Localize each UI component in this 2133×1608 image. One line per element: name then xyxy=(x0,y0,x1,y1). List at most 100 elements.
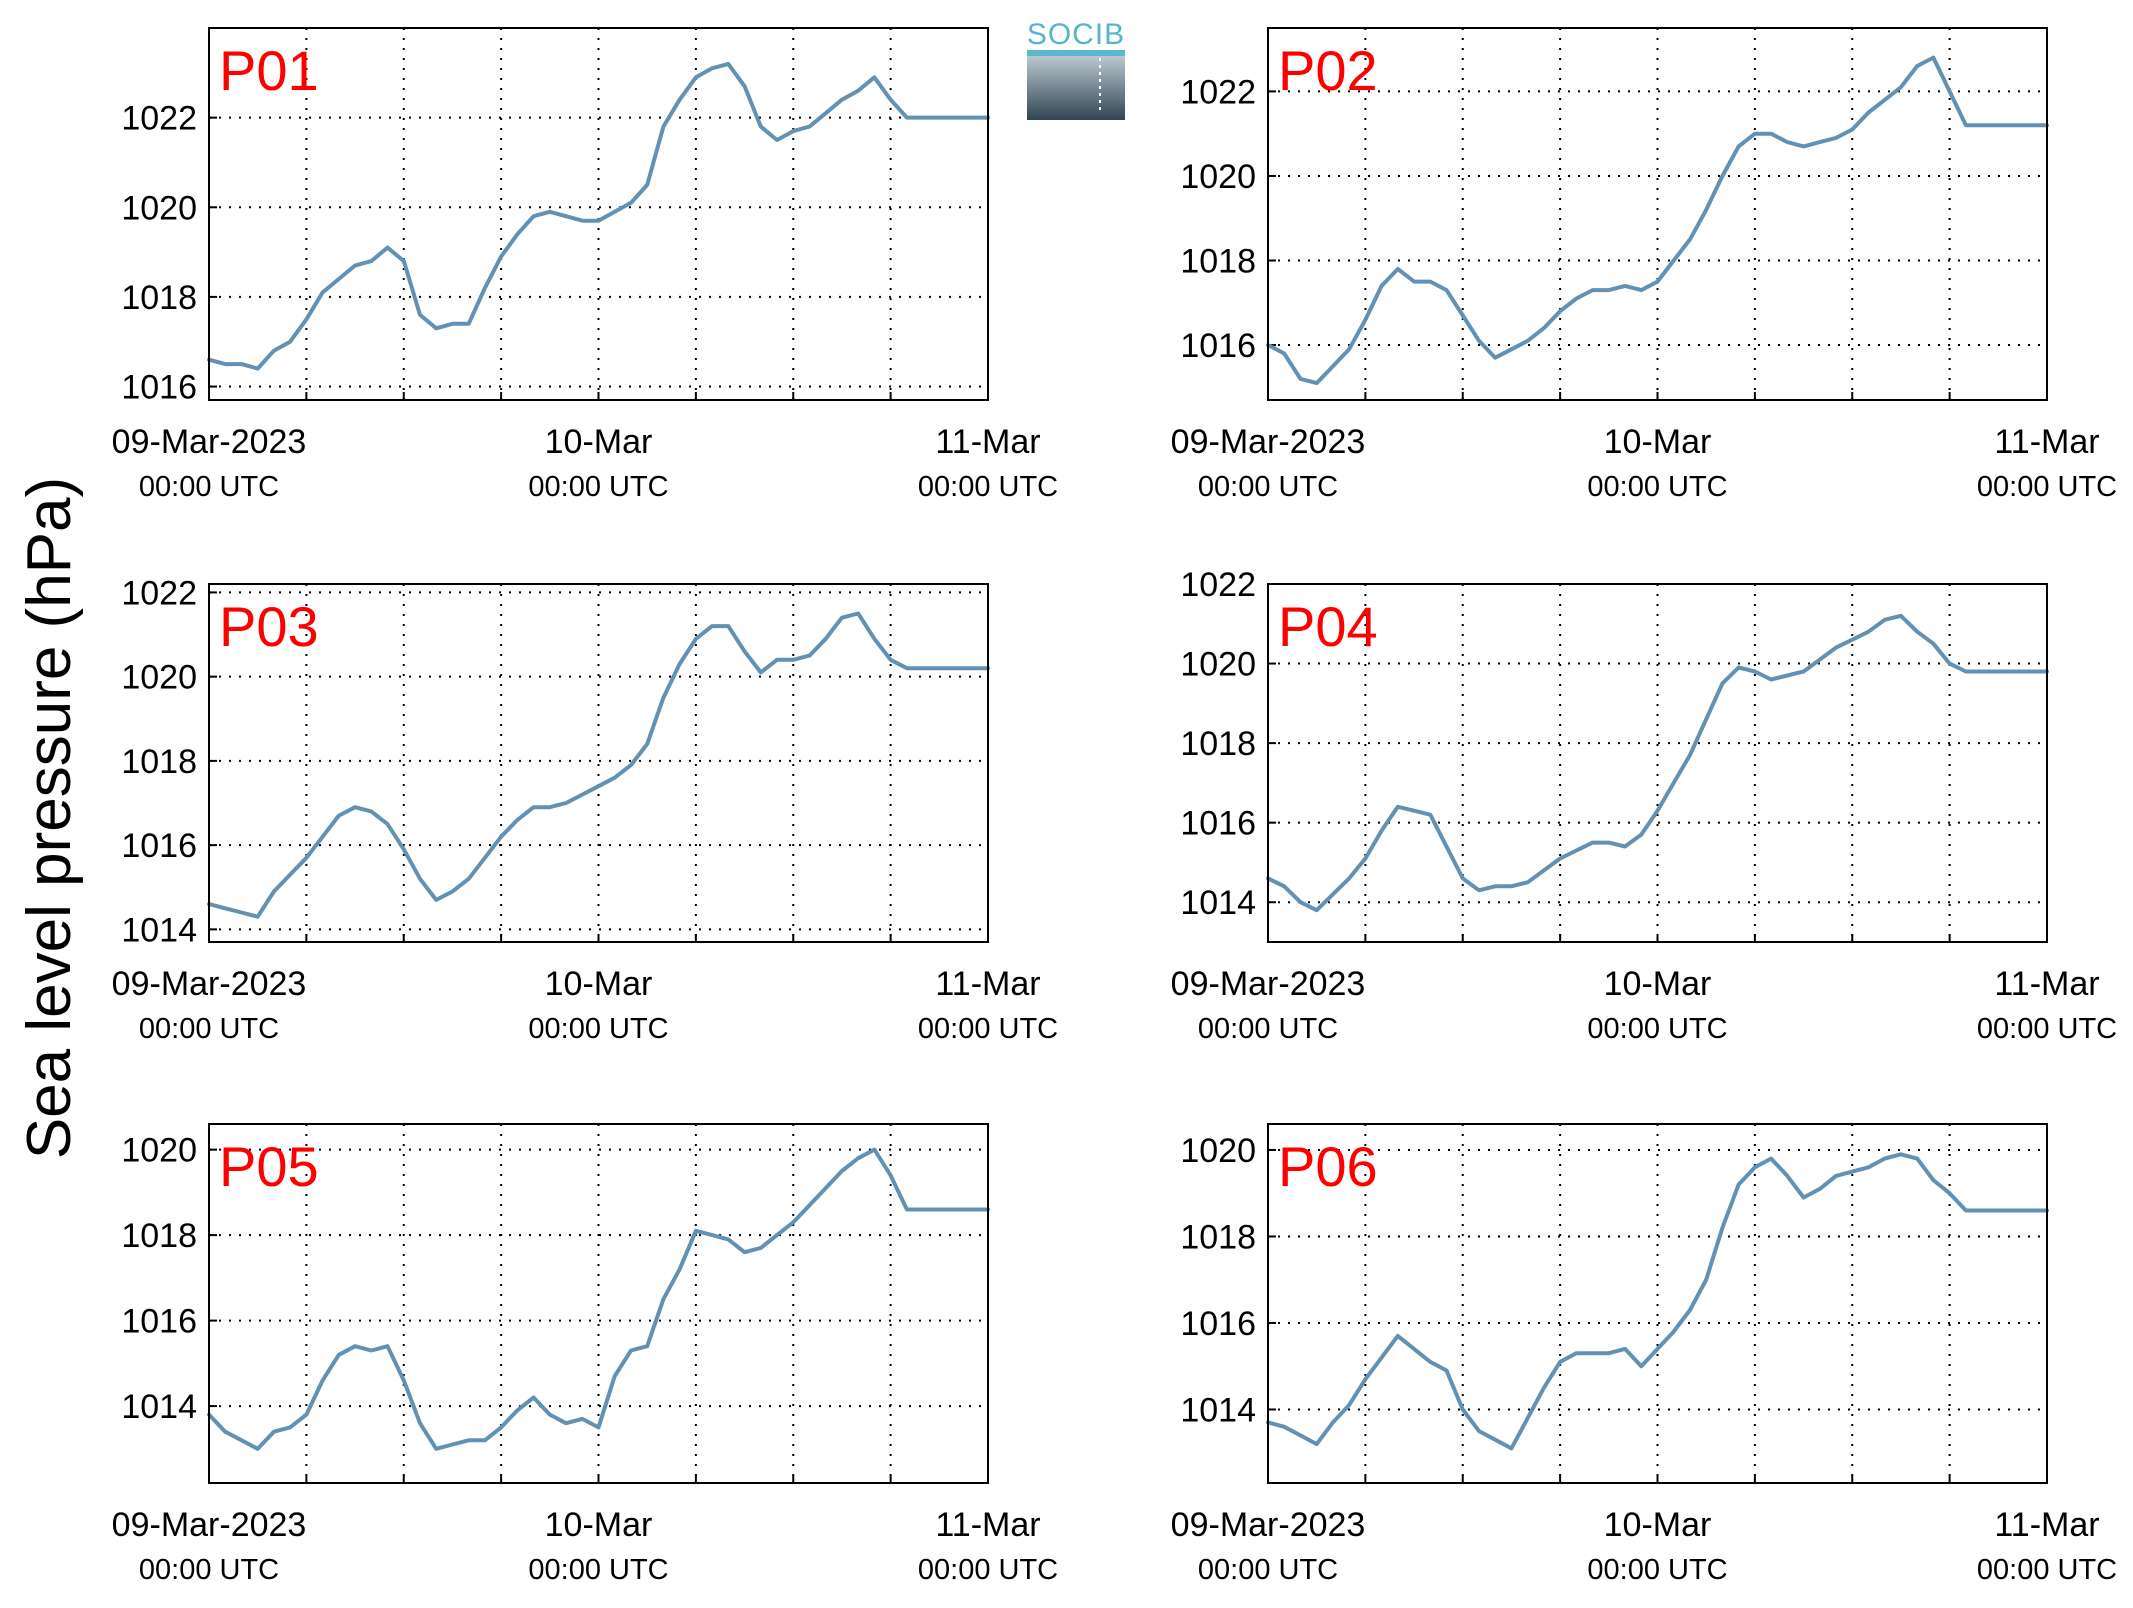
data-point xyxy=(1948,662,1951,665)
data-point xyxy=(1818,658,1821,661)
data-point xyxy=(938,116,941,119)
x-tick-sublabel: 00:00 UTC xyxy=(918,471,1058,503)
data-point xyxy=(288,1426,292,1429)
data-point xyxy=(954,1208,957,1211)
data-point xyxy=(402,259,405,263)
data-point xyxy=(905,116,909,119)
data-point xyxy=(710,1233,714,1237)
data-point xyxy=(1818,1187,1821,1191)
x-tick-label: 11-Mar xyxy=(935,965,1040,1003)
data-point xyxy=(1899,1153,1903,1156)
data-point xyxy=(629,201,633,204)
data-point xyxy=(321,835,324,838)
data-point xyxy=(1851,1170,1854,1173)
data-point xyxy=(1818,140,1821,144)
y-tick-label: 1020 xyxy=(121,189,197,227)
data-point xyxy=(889,1174,892,1177)
pressure-series-line xyxy=(1266,613,2049,913)
data-point xyxy=(1396,1334,1400,1338)
data-point xyxy=(938,1208,941,1211)
data-point xyxy=(402,1379,405,1382)
y-tick-label: 1016 xyxy=(121,369,197,407)
data-point xyxy=(2013,670,2016,673)
x-tick-sublabel: 00:00 UTC xyxy=(1977,1013,2117,1045)
data-point xyxy=(1867,1166,1870,1169)
x-tick-sublabel: 00:00 UTC xyxy=(528,1013,668,1045)
x-tick-label: 09-Mar-2023 xyxy=(1171,423,1366,461)
logo-text: SOCIB xyxy=(1027,18,1125,51)
data-point xyxy=(710,67,714,70)
data-point xyxy=(1575,297,1578,300)
data-point xyxy=(1721,174,1724,178)
data-point xyxy=(856,89,860,92)
data-point xyxy=(1802,1196,1805,1199)
data-point xyxy=(970,116,973,119)
data-point xyxy=(224,362,227,366)
data-point xyxy=(1915,1157,1919,1160)
y-tick-label: 1020 xyxy=(1180,158,1256,196)
data-point xyxy=(613,776,616,779)
data-point xyxy=(272,890,276,893)
data-point xyxy=(1575,849,1578,852)
data-point xyxy=(1948,1192,1951,1195)
data-point xyxy=(1980,670,1984,673)
data-point xyxy=(1347,348,1351,351)
logo-wave-band xyxy=(1027,50,1125,56)
data-point xyxy=(1299,901,1302,904)
data-point xyxy=(499,255,503,258)
panel-title: P04 xyxy=(1278,595,1378,658)
data-point xyxy=(1704,718,1708,721)
data-point xyxy=(305,856,308,859)
y-tick-label: 1014 xyxy=(121,911,197,949)
data-point xyxy=(1477,1429,1481,1433)
data-point xyxy=(1640,1365,1643,1368)
y-tick-label: 1020 xyxy=(121,1132,197,1170)
y-axis-label: Sea level pressure (hPa) xyxy=(15,477,84,1159)
panel-title: P03 xyxy=(219,595,319,658)
x-tick-label: 10-Mar xyxy=(545,965,653,1003)
data-point xyxy=(467,322,470,326)
data-point xyxy=(1591,1352,1594,1355)
data-point xyxy=(532,1396,535,1399)
panel-p01: 1016 1018 1020 1022 09-Mar-2023 00:00 UTC 10-M… xyxy=(112,27,1058,503)
data-point xyxy=(256,367,259,370)
data-point xyxy=(321,1379,324,1382)
data-point xyxy=(1721,1226,1724,1230)
data-point xyxy=(2029,124,2032,127)
data-point xyxy=(1915,64,1919,68)
data-point xyxy=(662,1298,665,1301)
y-tick-label: 1020 xyxy=(1180,1132,1256,1170)
data-point xyxy=(873,637,876,640)
x-tick-sublabel: 00:00 UTC xyxy=(1198,1554,1338,1586)
data-point xyxy=(678,662,681,666)
data-point xyxy=(288,340,292,343)
x-tick-label: 11-Mar xyxy=(1994,965,2099,1003)
data-point xyxy=(1721,682,1724,685)
data-point xyxy=(386,822,389,826)
data-point xyxy=(1526,881,1529,884)
data-point xyxy=(1672,259,1675,262)
data-point xyxy=(678,1268,681,1271)
data-point xyxy=(1299,377,1302,381)
data-point xyxy=(2013,1209,2016,1212)
data-point xyxy=(516,232,519,236)
data-point xyxy=(1753,670,1757,673)
data-point xyxy=(224,907,227,910)
data-point xyxy=(418,1421,422,1425)
data-point xyxy=(1607,288,1611,292)
data-point xyxy=(889,98,892,101)
data-point xyxy=(678,98,681,101)
data-point xyxy=(629,763,633,767)
data-point xyxy=(1510,348,1513,351)
data-point xyxy=(759,671,762,674)
data-point xyxy=(1526,339,1529,343)
x-tick-label: 09-Mar-2023 xyxy=(1171,965,1366,1003)
data-point xyxy=(418,313,422,317)
data-point xyxy=(451,1443,454,1446)
data-point xyxy=(1851,128,1854,131)
data-point xyxy=(710,624,714,628)
data-point xyxy=(499,835,503,838)
data-point xyxy=(808,654,811,657)
x-tick-label: 10-Mar xyxy=(545,423,653,461)
panels: 1016 1018 1020 1022 09-Mar-2023 00:00 UTC 10-M… xyxy=(112,27,2117,1586)
